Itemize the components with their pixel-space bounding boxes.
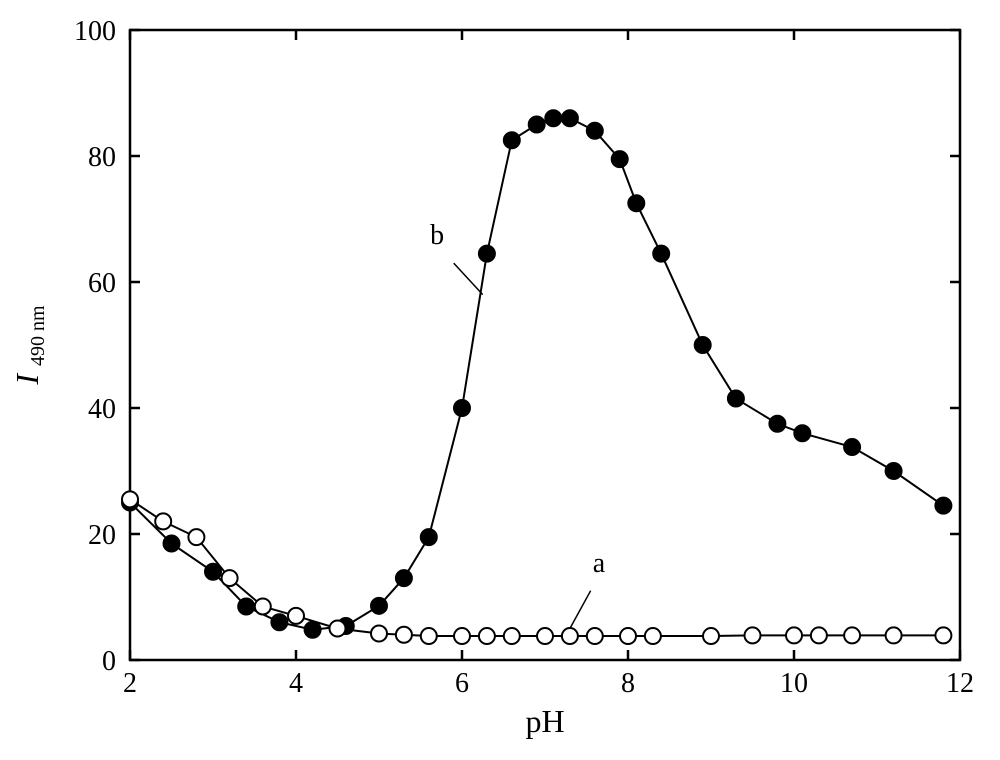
series-a-marker — [330, 621, 346, 637]
series-b-marker — [371, 598, 387, 614]
series-b-marker — [844, 439, 860, 455]
series-b-marker — [728, 391, 744, 407]
series-a-marker — [562, 628, 578, 644]
x-tick-label: 2 — [123, 668, 137, 699]
y-tick-label: 80 — [88, 142, 116, 173]
series-a-marker — [886, 627, 902, 643]
series-a-marker — [745, 627, 761, 643]
series-a-marker — [844, 627, 860, 643]
series-a-marker — [371, 626, 387, 642]
series-a-pointer — [570, 591, 591, 629]
series-b-marker — [628, 195, 644, 211]
x-tick-label: 8 — [621, 668, 635, 699]
series-a-line — [130, 499, 943, 636]
series-a-marker — [188, 529, 204, 545]
series-b-marker — [271, 614, 287, 630]
series-b-marker — [935, 498, 951, 514]
series-b-marker — [479, 246, 495, 262]
x-tick-label: 10 — [780, 668, 808, 699]
series-a-marker — [222, 570, 238, 586]
series-a-marker — [587, 628, 603, 644]
series-b-marker — [653, 246, 669, 262]
y-axis-title: I 490 nm — [9, 305, 49, 386]
series-b-marker — [454, 400, 470, 416]
y-tick-label: 0 — [102, 646, 116, 677]
series-a-marker — [620, 628, 636, 644]
series-b-marker — [545, 110, 561, 126]
series-a-marker — [396, 627, 412, 643]
x-tick-label: 6 — [455, 668, 469, 699]
series-b-label: b — [430, 220, 444, 251]
series-b-marker — [794, 425, 810, 441]
x-axis-title: pH — [525, 703, 564, 739]
y-tick-label: 40 — [88, 394, 116, 425]
series-b-pointer — [454, 263, 483, 295]
series-b-line — [130, 118, 943, 630]
x-tick-label: 12 — [946, 668, 974, 699]
series-a-marker — [288, 608, 304, 624]
line-chart: 2 4 6 8 10 12 0 20 40 60 80 100 pH I 490 nm b a — [0, 0, 1000, 760]
series-a-marker — [645, 628, 661, 644]
series-a-marker — [122, 491, 138, 507]
x-tick-label: 4 — [289, 668, 303, 699]
series-a-marker — [255, 598, 271, 614]
y-tick-label: 100 — [74, 16, 116, 47]
series-a-marker — [537, 628, 553, 644]
series-a-marker — [504, 628, 520, 644]
series-a-marker — [703, 628, 719, 644]
series-b-marker — [164, 535, 180, 551]
series-b-marker — [396, 570, 412, 586]
series-b-marker — [421, 529, 437, 545]
series-a-marker — [479, 628, 495, 644]
series-a-marker — [935, 627, 951, 643]
y-tick-label: 20 — [88, 520, 116, 551]
series-b-marker — [305, 622, 321, 638]
series-b-marker — [238, 598, 254, 614]
series-b-marker — [886, 463, 902, 479]
series-b-marker — [695, 337, 711, 353]
chart-container: 2 4 6 8 10 12 0 20 40 60 80 100 pH I 490 nm b a — [0, 0, 1000, 760]
series-a-marker — [454, 628, 470, 644]
series-a-marker — [786, 627, 802, 643]
series-b-marker — [529, 117, 545, 133]
series-b-marker — [769, 416, 785, 432]
series-b-marker — [587, 123, 603, 139]
series-a-marker — [155, 513, 171, 529]
series-a-label: a — [593, 548, 606, 579]
series-b-marker — [205, 564, 221, 580]
y-tick-label: 60 — [88, 268, 116, 299]
series-b-marker — [504, 132, 520, 148]
series-a-marker — [421, 628, 437, 644]
series-a-marker — [811, 627, 827, 643]
series-b-marker — [612, 151, 628, 167]
series-b-marker — [562, 110, 578, 126]
